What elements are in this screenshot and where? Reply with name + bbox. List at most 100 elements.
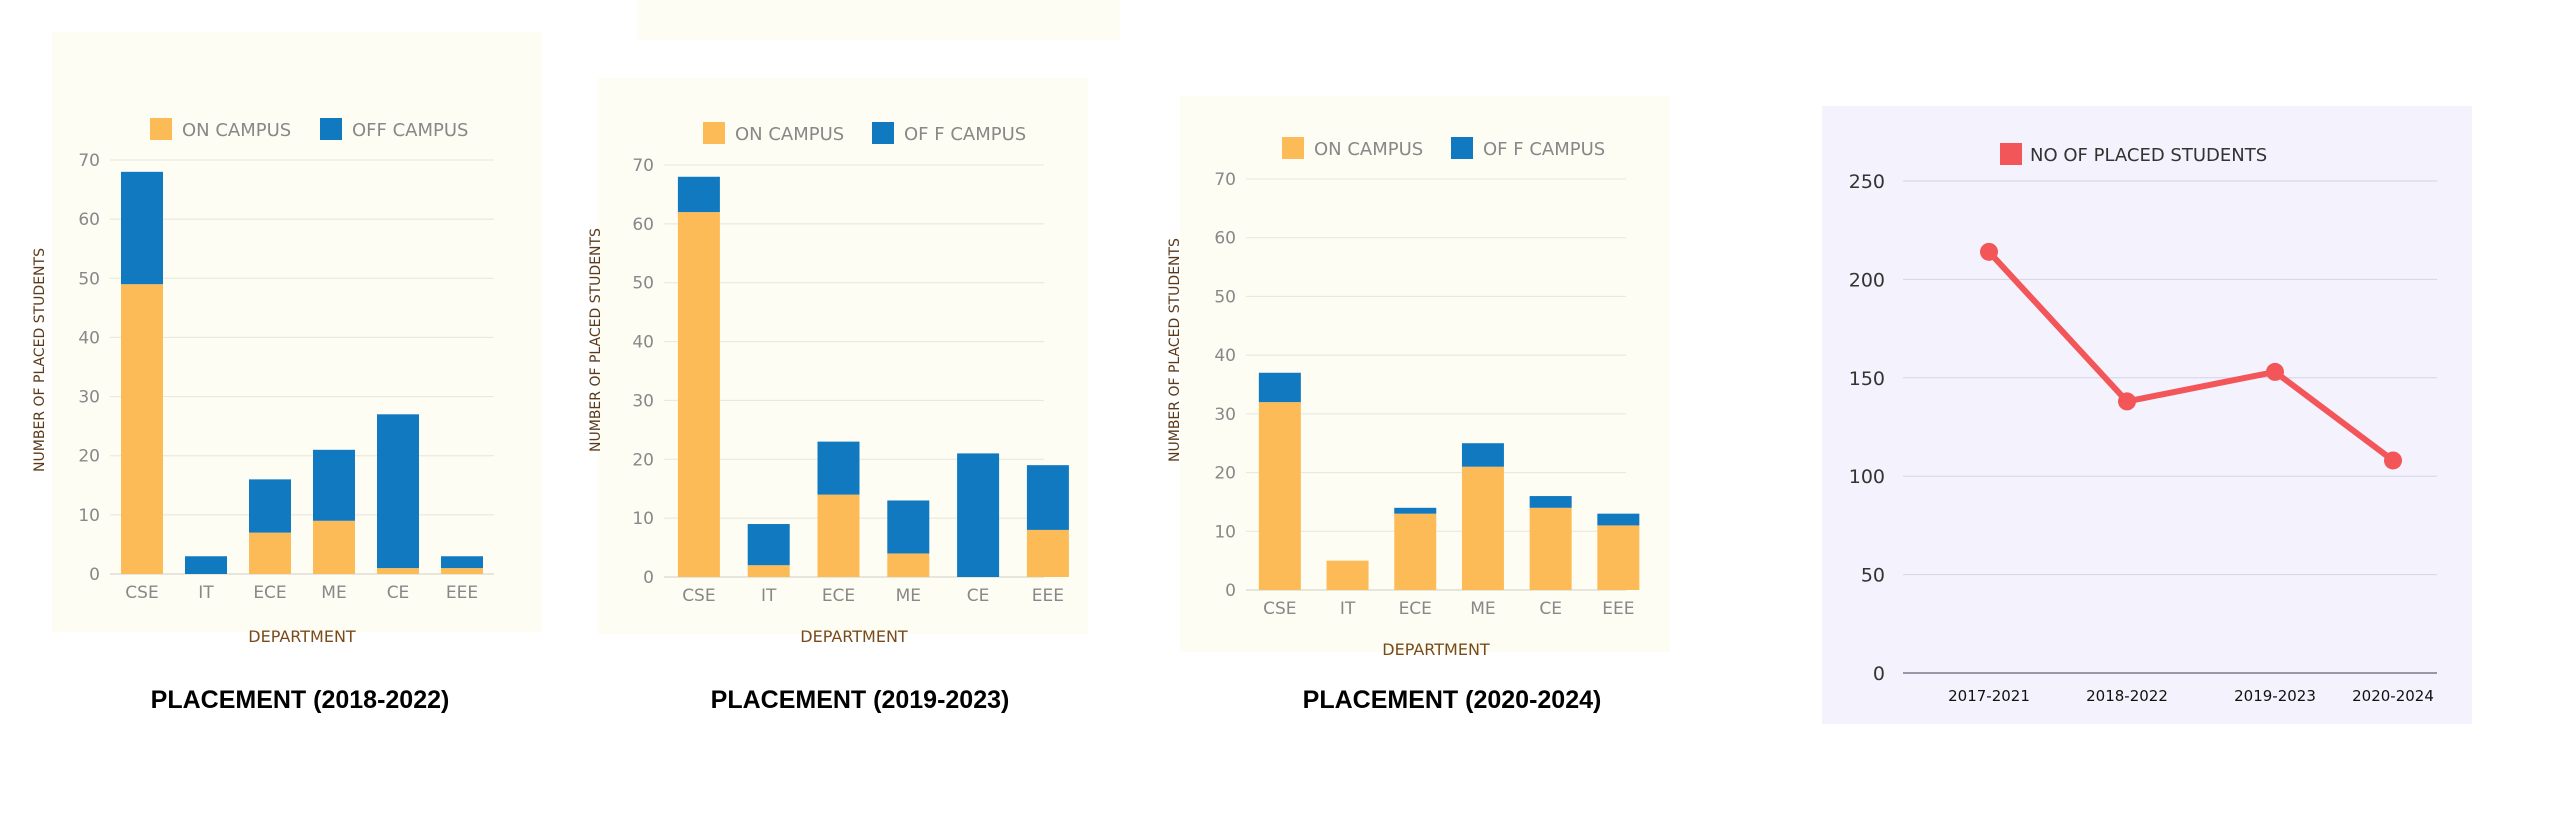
y-tick-label: 50	[1214, 287, 1236, 307]
off-campus-bar-it	[747, 524, 790, 566]
chart-panel-top-strip	[638, 0, 1120, 40]
on-campus-bar-cse	[677, 212, 720, 578]
y-tick-label: 20	[78, 447, 100, 467]
y-tick-label: 40	[632, 333, 654, 353]
legend-swatch-off-campus	[320, 118, 342, 140]
off-campus-bar-eee	[441, 556, 483, 569]
x-tick-label: CE	[387, 583, 410, 603]
x-tick-label: ECE	[822, 586, 855, 606]
bar-chart-2018-2022: 0 10 20 30 40 50 60 70 CSE IT ECE ME CE EEE ON CAMPUS O…	[32, 118, 494, 646]
x-tick-label: ME	[321, 583, 346, 603]
y-tick-label: 0	[89, 565, 100, 585]
line-chart-placed-students: 0 50 100 150 200 250 2017-2021 2018-2022 2019-20…	[1849, 143, 2437, 705]
x-tick-label: 2018-2022	[2086, 687, 2168, 705]
on-campus-bar-me	[887, 553, 930, 577]
y-tick-label: 100	[1849, 466, 1885, 488]
x-tick-label: EEE	[1602, 599, 1634, 619]
legend-label-on-campus: ON CAMPUS	[735, 124, 844, 145]
y-tick-label: 60	[632, 215, 654, 235]
on-campus-bar-cse	[1258, 402, 1301, 590]
y-tick-label: 20	[632, 450, 654, 470]
off-campus-bar-eee	[1026, 465, 1069, 530]
data-point-2017-2021	[1980, 242, 1998, 261]
x-tick-label: EEE	[446, 583, 478, 603]
x-tick-label: CSE	[1263, 599, 1296, 619]
y-tick-label: 0	[643, 568, 654, 588]
on-campus-bar-me	[1461, 466, 1504, 590]
legend-swatch-on-campus	[150, 118, 172, 140]
y-axis-title: NUMBER OF PLACED STUDENTS	[588, 228, 604, 452]
y-tick-label: 250	[1849, 171, 1885, 193]
off-campus-bar-ce	[1529, 496, 1572, 508]
on-campus-bar-it	[1326, 560, 1369, 590]
y-tick-label: 150	[1849, 368, 1885, 390]
y-tick-label: 10	[1214, 522, 1236, 542]
x-tick-label: CSE	[682, 586, 715, 606]
on-campus-bar-eee	[1597, 525, 1640, 590]
x-tick-label: IT	[1340, 599, 1356, 619]
x-tick-label: ECE	[1399, 599, 1432, 619]
legend-swatch-on-campus	[1282, 137, 1304, 159]
y-tick-label: 50	[78, 269, 100, 289]
x-tick-label: EEE	[1032, 586, 1064, 606]
x-tick-label: CSE	[125, 583, 158, 603]
x-tick-label: IT	[761, 586, 777, 606]
x-axis-title: DEPARTMENT	[800, 627, 908, 646]
legend-label-on-campus: ON CAMPUS	[182, 120, 291, 141]
y-tick-label: 30	[1214, 405, 1236, 425]
y-tick-label: 0	[1873, 663, 1885, 685]
legend-swatch-off-campus	[1451, 137, 1473, 159]
on-campus-bar-it	[747, 565, 790, 577]
off-campus-bar-ece	[249, 479, 291, 533]
y-axis-title: NUMBER OF PLACED STUDENTS	[1167, 238, 1183, 462]
on-campus-bar-cse	[121, 284, 163, 574]
data-point-2018-2022	[2118, 392, 2136, 411]
on-campus-bar-ce	[377, 568, 419, 574]
legend-label-off-campus: OF F CAMPUS	[1483, 139, 1605, 160]
chart-title-2020-2024: PLACEMENT (2020-2024)	[1302, 686, 1602, 714]
y-tick-label: 70	[78, 151, 100, 171]
off-campus-bar-cse	[121, 171, 163, 285]
legend-swatch-off-campus	[872, 122, 894, 144]
y-tick-label: 70	[632, 156, 654, 176]
legend-label-placed-students: NO OF PLACED STUDENTS	[2030, 145, 2267, 166]
y-tick-label: 200	[1849, 269, 1885, 291]
x-tick-label: CE	[967, 586, 990, 606]
on-campus-bar-eee	[1026, 529, 1069, 577]
chart-title-2018-2022: PLACEMENT (2018-2022)	[150, 686, 450, 714]
x-tick-label: CE	[1539, 599, 1562, 619]
off-campus-bar-me	[1461, 443, 1504, 467]
off-campus-bar-it	[185, 556, 227, 574]
x-tick-label: ME	[896, 586, 921, 606]
y-tick-label: 60	[78, 210, 100, 230]
off-campus-bar-cse	[677, 176, 720, 213]
x-tick-label: 2020-2024	[2352, 687, 2434, 705]
data-point-2020-2024	[2384, 451, 2402, 470]
legend-swatch-placed-students	[2000, 143, 2022, 165]
y-tick-label: 30	[632, 391, 654, 411]
on-campus-bar-ce	[1529, 507, 1572, 590]
off-campus-bar-ce	[377, 414, 419, 569]
y-tick-label: 50	[632, 274, 654, 294]
off-campus-bar-eee	[1597, 513, 1640, 526]
bar-chart-2020-2024: 0 10 20 30 40 50 60 70 CSE IT ECE ME CE EEE ON CAMPUS O…	[1167, 137, 1640, 659]
y-tick-label: 40	[1214, 346, 1236, 366]
series-line-placed-students	[1986, 248, 2396, 464]
y-tick-label: 70	[1214, 170, 1236, 190]
x-axis-title: DEPARTMENT	[248, 627, 356, 646]
x-axis-title: DEPARTMENT	[1382, 640, 1490, 659]
off-campus-bar-ece	[817, 441, 860, 495]
y-tick-label: 60	[1214, 229, 1236, 249]
off-campus-bar-me	[313, 449, 355, 521]
x-tick-label: ME	[1470, 599, 1495, 619]
y-tick-label: 10	[78, 506, 100, 526]
y-tick-label: 20	[1214, 464, 1236, 484]
data-point-2019-2023	[2266, 362, 2284, 381]
y-tick-label: 10	[632, 509, 654, 529]
on-campus-bar-me	[313, 520, 355, 574]
chart-title-2019-2023: PLACEMENT (2019-2023)	[710, 686, 1010, 714]
on-campus-bar-ece	[817, 494, 860, 577]
y-tick-label: 30	[78, 388, 100, 408]
on-campus-bar-ece	[1394, 513, 1437, 590]
legend-label-on-campus: ON CAMPUS	[1314, 139, 1423, 160]
